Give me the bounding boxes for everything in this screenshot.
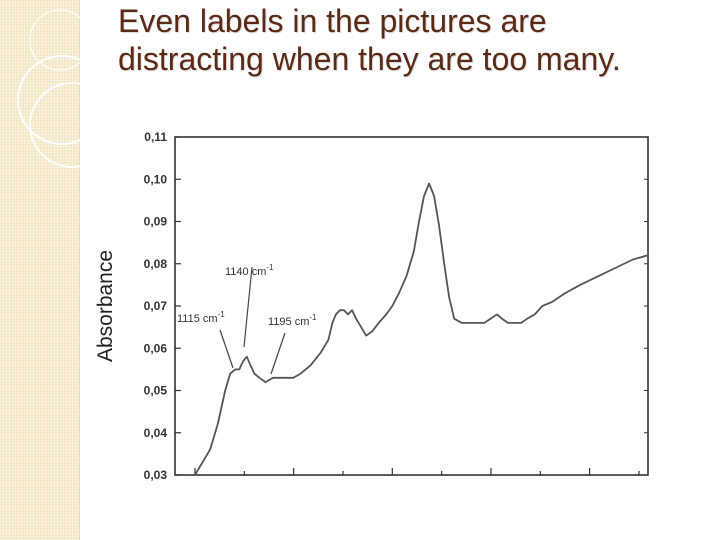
slide-title: Even labels in the pictures are distract… xyxy=(118,3,621,77)
annotation-pointer xyxy=(243,266,253,348)
annotation-pointer xyxy=(270,332,286,375)
y-tick-label: 0,05 xyxy=(144,384,168,398)
y-tick-label: 0,04 xyxy=(144,426,168,440)
y-tick-label: 0,03 xyxy=(144,468,168,482)
y-tick-label: 0,07 xyxy=(144,299,168,313)
annotation-label: 1140 cm-1 xyxy=(225,263,274,278)
annotation-pointer xyxy=(219,329,234,369)
decorative-circles xyxy=(17,9,115,168)
plot-frame xyxy=(174,136,649,476)
y-tick-label: 0,06 xyxy=(144,341,168,355)
decorative-side-strip xyxy=(0,0,80,540)
y-tick-label: 0,10 xyxy=(144,172,168,186)
absorbance-chart: 0,03 0,04 0,05 0,06 0,07 0,08 0,09 0,10 0,11 Abso… xyxy=(85,125,660,500)
absorbance-series-line xyxy=(194,182,649,476)
annotation-label: 1195 cm-1 xyxy=(268,313,317,328)
y-tick-label: 0,08 xyxy=(144,257,168,271)
y-tick-label: 0,09 xyxy=(144,215,168,229)
y-axis-label: Absorbance xyxy=(94,250,117,362)
chart-canvas: 0,03 0,04 0,05 0,06 0,07 0,08 0,09 0,10 0,11 Abso… xyxy=(94,130,649,482)
annotation-label: 1115 cm-1 xyxy=(177,310,225,325)
y-tick-label: 0,11 xyxy=(144,130,167,144)
